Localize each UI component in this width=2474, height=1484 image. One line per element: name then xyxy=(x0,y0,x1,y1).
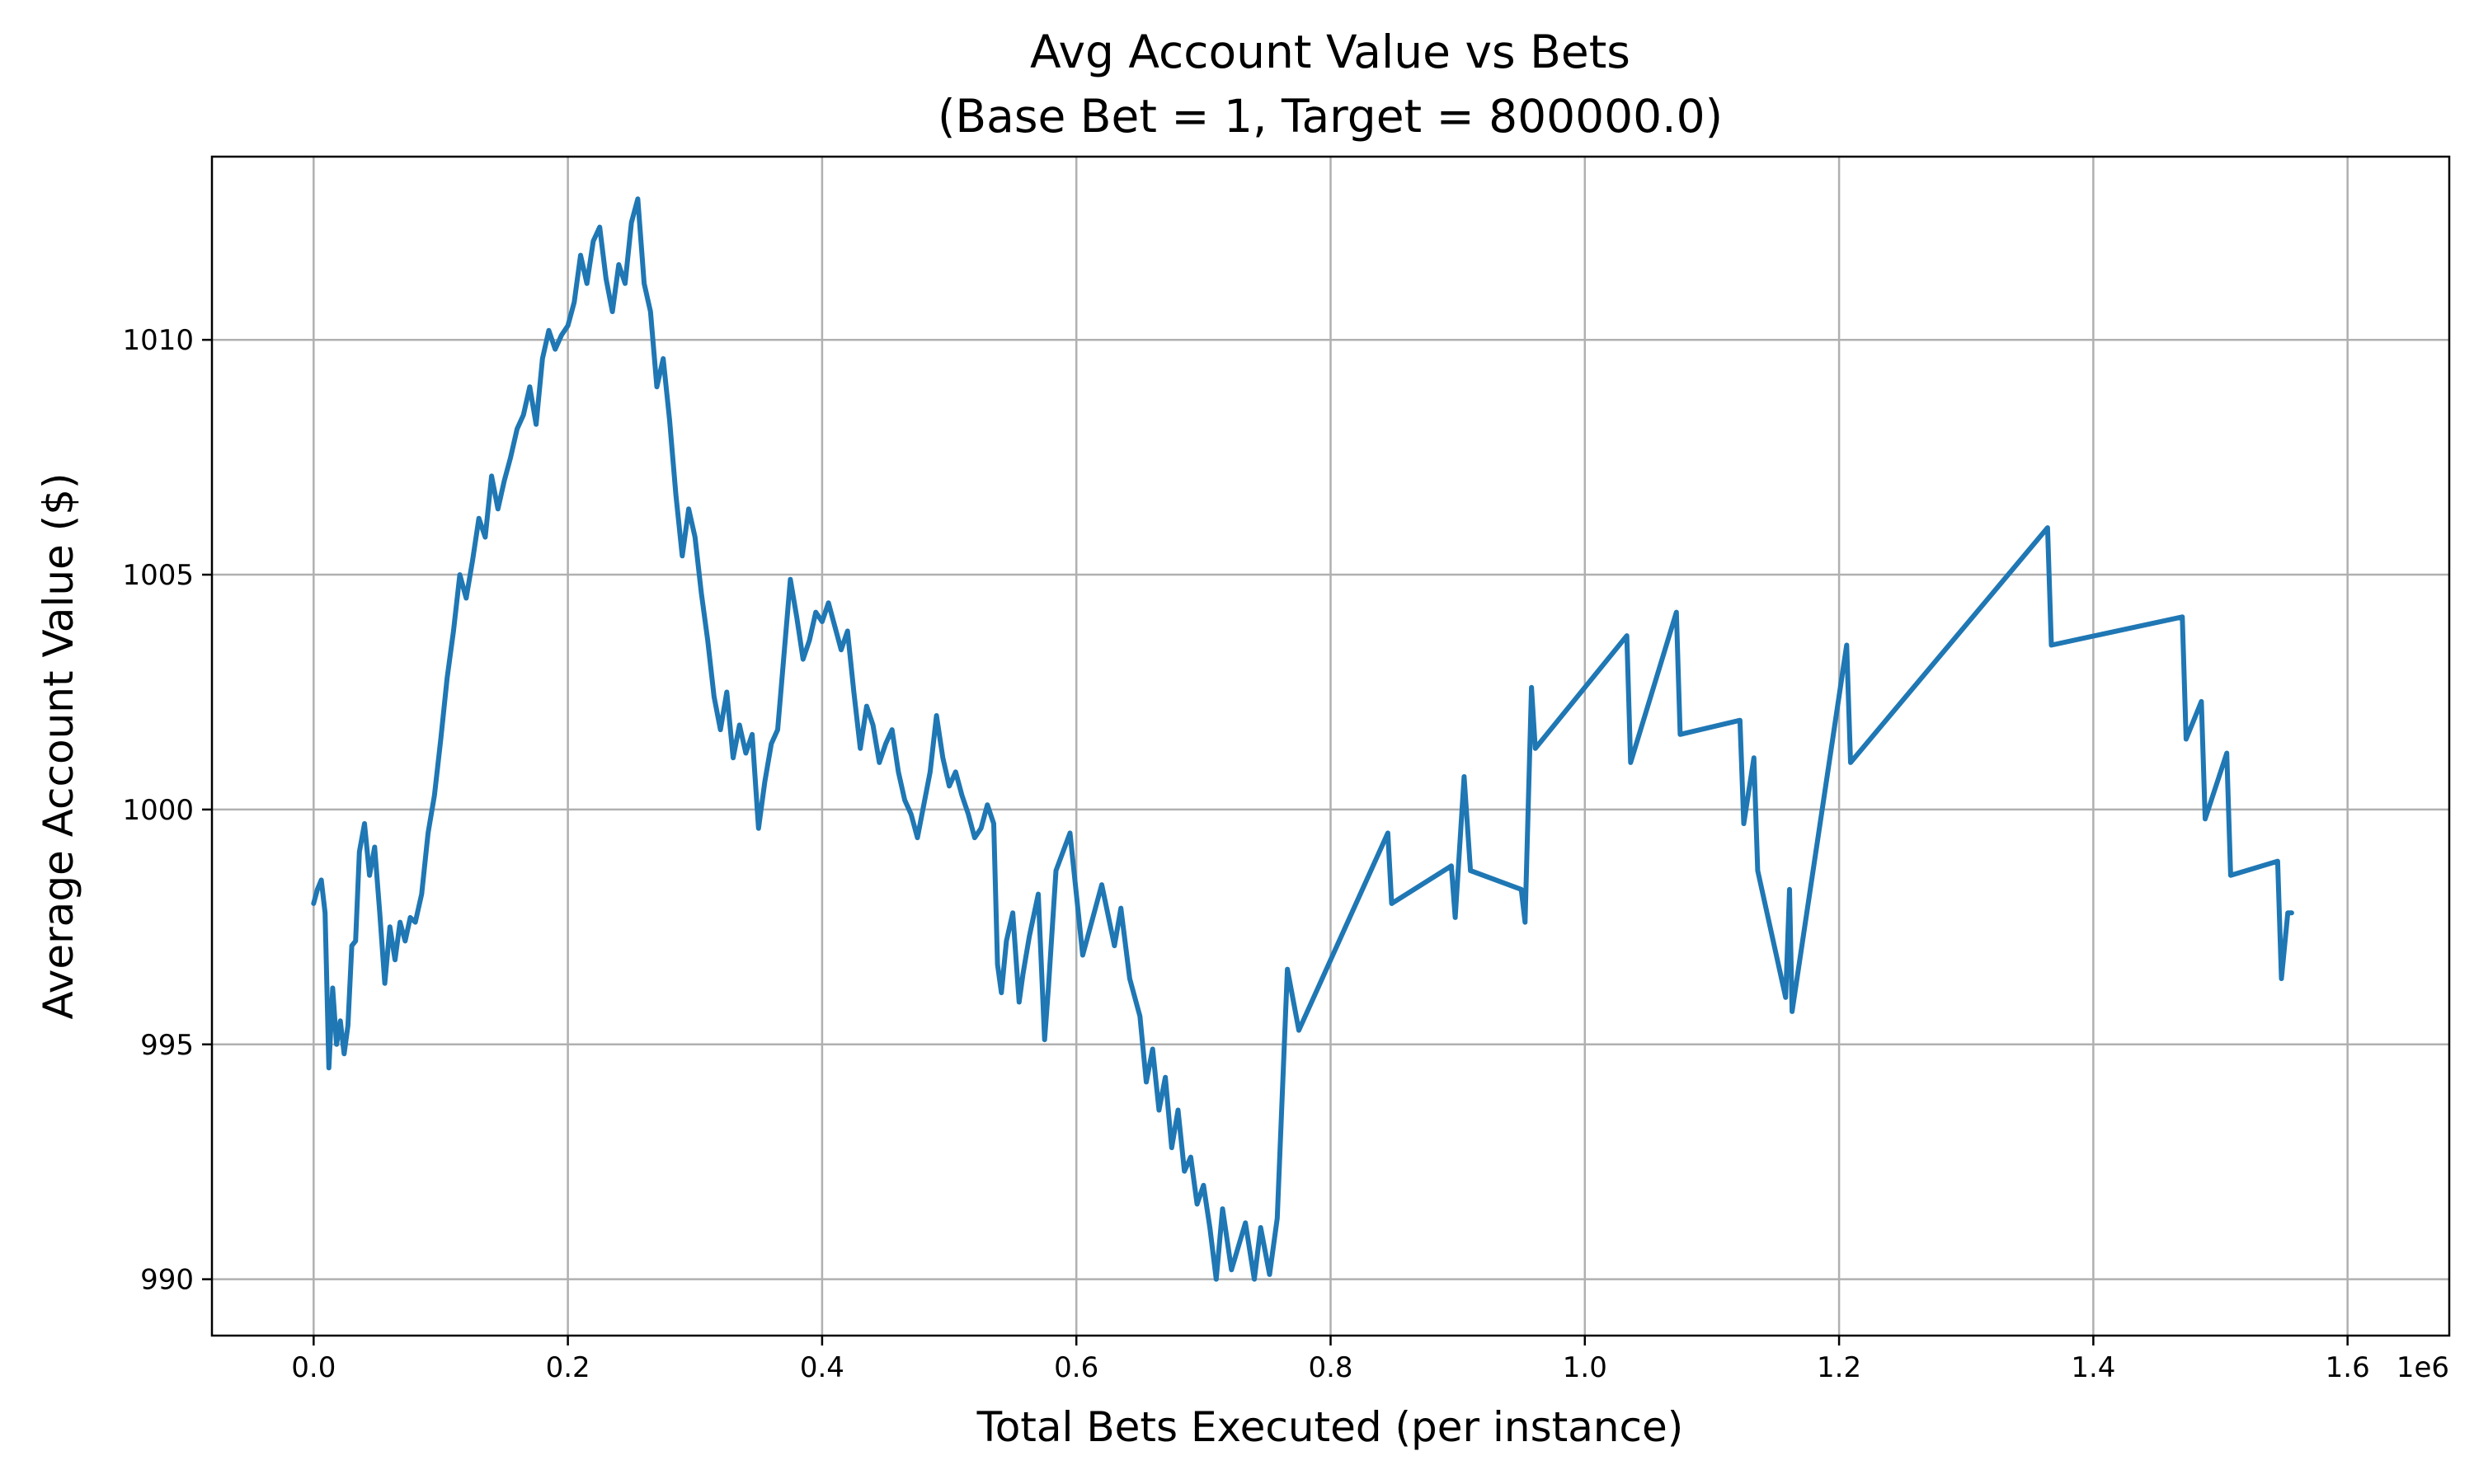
y-tick-label: 1000 xyxy=(122,794,194,827)
tick-layer: 0.0 0.2 0.4 0.6 0.8 1.0 1.2 1.4 1.6 990 995 1000 100… xyxy=(122,324,2369,1384)
y-tick-label: 1010 xyxy=(122,324,194,357)
y-axis-label: Average Account Value ($) xyxy=(35,472,82,1019)
y-tick-label: 1005 xyxy=(122,559,194,592)
chart-title-line-1: Avg Account Value vs Bets xyxy=(1030,26,1630,78)
x-axis-offset-label: 1e6 xyxy=(2396,1351,2449,1384)
x-tick-label: 1.0 xyxy=(1563,1351,1607,1384)
x-tick-label: 1.2 xyxy=(1817,1351,1861,1384)
x-axis-label: Total Bets Executed (per instance) xyxy=(976,1403,1684,1451)
y-tick-label: 995 xyxy=(140,1029,194,1062)
y-tick-label: 990 xyxy=(140,1264,194,1297)
x-tick-label: 0.8 xyxy=(1308,1351,1352,1384)
grid-layer xyxy=(212,157,2449,1336)
x-tick-label: 1.4 xyxy=(2071,1351,2115,1384)
x-tick-label: 0.4 xyxy=(800,1351,844,1384)
x-tick-label: 0.0 xyxy=(291,1351,336,1384)
chart-title-line-2: (Base Bet = 1, Target = 800000.0) xyxy=(938,90,1723,143)
x-tick-label: 0.6 xyxy=(1054,1351,1098,1384)
series-layer xyxy=(311,196,2294,1282)
x-tick-label: 0.2 xyxy=(546,1351,590,1384)
series-line xyxy=(311,196,2294,1282)
x-tick-label: 1.6 xyxy=(2326,1351,2370,1384)
